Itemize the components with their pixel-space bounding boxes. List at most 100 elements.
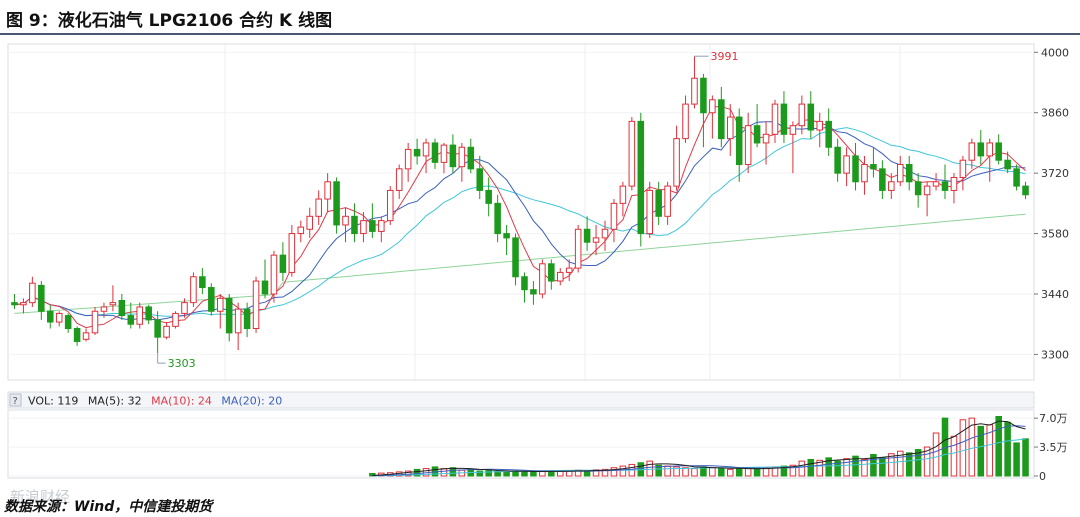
volume-bar-down bbox=[977, 425, 985, 477]
volume-bar-down bbox=[905, 452, 913, 477]
candle-up bbox=[798, 103, 806, 127]
volume-bar-down bbox=[914, 449, 922, 477]
candle-up bbox=[762, 133, 770, 144]
candle-up bbox=[136, 306, 144, 325]
candle-up bbox=[252, 280, 260, 330]
volume-bar-down bbox=[1022, 438, 1029, 477]
candle-down bbox=[700, 77, 707, 114]
volume-bar-up bbox=[726, 468, 734, 477]
candle-down bbox=[73, 328, 81, 342]
candle-down bbox=[941, 181, 949, 191]
volume-bar-up bbox=[950, 435, 958, 477]
candle-up bbox=[163, 325, 170, 338]
legend-ma20: MA(20): 20 bbox=[221, 395, 282, 408]
candle-down bbox=[64, 315, 72, 330]
candle-down bbox=[780, 103, 788, 135]
candle-down bbox=[753, 125, 761, 144]
candle-down bbox=[145, 306, 152, 321]
candle-up bbox=[968, 142, 976, 161]
volume-bar-down bbox=[583, 470, 591, 477]
volume-bar-up bbox=[601, 468, 609, 477]
candle-up bbox=[789, 125, 797, 135]
volume-tick-label: 3.5万 bbox=[1039, 441, 1068, 454]
candle-down bbox=[512, 237, 519, 278]
volume-bar-up bbox=[646, 460, 654, 477]
candle-up bbox=[181, 302, 188, 314]
candle-down bbox=[1013, 168, 1020, 187]
volume-bar-up bbox=[682, 467, 689, 477]
candle-down bbox=[548, 263, 555, 282]
candle-down bbox=[208, 287, 215, 312]
volume-bar-down bbox=[369, 473, 376, 477]
volume-bar-down bbox=[780, 465, 788, 477]
volume-bar-down bbox=[852, 455, 859, 477]
price-annotations: 3991 3303 bbox=[157, 50, 738, 370]
candle-up bbox=[539, 263, 546, 295]
candle-down bbox=[977, 142, 985, 157]
candle-up bbox=[959, 159, 967, 178]
volume-bar-down bbox=[503, 471, 510, 477]
ma10-line bbox=[14, 121, 1026, 321]
question-icon[interactable] bbox=[9, 393, 22, 407]
candle-up bbox=[342, 215, 349, 226]
price-tick-label: 3580 bbox=[1041, 228, 1069, 241]
volume-bar-down bbox=[413, 468, 421, 477]
volume-bar-up bbox=[888, 453, 895, 477]
candle-up bbox=[91, 310, 99, 334]
candle-up bbox=[950, 176, 958, 191]
candle-down bbox=[870, 164, 877, 170]
candle-down bbox=[494, 202, 501, 235]
candle-up bbox=[601, 228, 609, 239]
candle-up bbox=[619, 185, 627, 204]
volume-bar-down bbox=[548, 470, 555, 477]
volume-legend: VOL: 119 MA(5): 32 MA(10): 24 MA(20): 20 bbox=[28, 395, 282, 408]
volume-bar-up bbox=[923, 446, 931, 477]
candle-up bbox=[378, 220, 385, 232]
volume-ma5-line bbox=[372, 420, 1026, 476]
volume-bar-up bbox=[798, 460, 806, 477]
candle-up bbox=[82, 332, 90, 340]
candle-down bbox=[369, 220, 376, 232]
candle-down bbox=[834, 146, 841, 174]
price-axis: 4000 3860 3720 3580 3440 3300 bbox=[1034, 46, 1069, 361]
candle-up bbox=[395, 168, 403, 191]
candle-down bbox=[225, 297, 233, 334]
volume-bar-down bbox=[521, 470, 528, 477]
volume-ma20-line bbox=[372, 438, 1026, 477]
legend-ma10: MA(10): 24 bbox=[151, 395, 212, 408]
candle-up bbox=[422, 142, 430, 157]
volume-bar-up bbox=[959, 419, 967, 477]
candle-up bbox=[190, 276, 197, 304]
candle-down bbox=[735, 116, 743, 166]
candle-up bbox=[610, 202, 618, 230]
candle-down bbox=[38, 284, 45, 312]
volume-ma-lines bbox=[372, 420, 1026, 477]
chart-area: 4000 3860 3720 3580 3440 3300 3991 3303 ? VOL… bbox=[7, 43, 1069, 483]
volume-bar-down bbox=[1004, 421, 1011, 477]
question-icon-glyph: ? bbox=[13, 396, 18, 407]
legend-vol: VOL: 119 bbox=[28, 395, 78, 408]
candle-up bbox=[270, 254, 278, 295]
volume-legend-bar bbox=[7, 391, 1035, 409]
candle-up bbox=[896, 164, 904, 183]
candle-down bbox=[333, 181, 340, 226]
volume-bar-up bbox=[896, 450, 904, 477]
price-tick-label: 3860 bbox=[1041, 107, 1069, 120]
volume-bar-down bbox=[995, 415, 1002, 477]
candle-down bbox=[485, 189, 492, 204]
candle-up bbox=[440, 144, 448, 163]
candle-down bbox=[637, 120, 645, 235]
candle-up bbox=[888, 181, 895, 191]
legend-ma5: MA(5): 32 bbox=[88, 395, 142, 408]
candle-down bbox=[503, 233, 510, 239]
candle-down bbox=[914, 181, 922, 196]
candle-up bbox=[100, 306, 108, 312]
candle-down bbox=[467, 146, 475, 170]
candle-up bbox=[986, 142, 994, 157]
candle-down bbox=[583, 228, 591, 243]
price-tick-label: 3300 bbox=[1041, 348, 1069, 361]
candle-up bbox=[682, 103, 689, 140]
candle-up bbox=[923, 185, 931, 196]
volume-bar-down bbox=[834, 460, 841, 477]
candle-up bbox=[574, 228, 582, 269]
